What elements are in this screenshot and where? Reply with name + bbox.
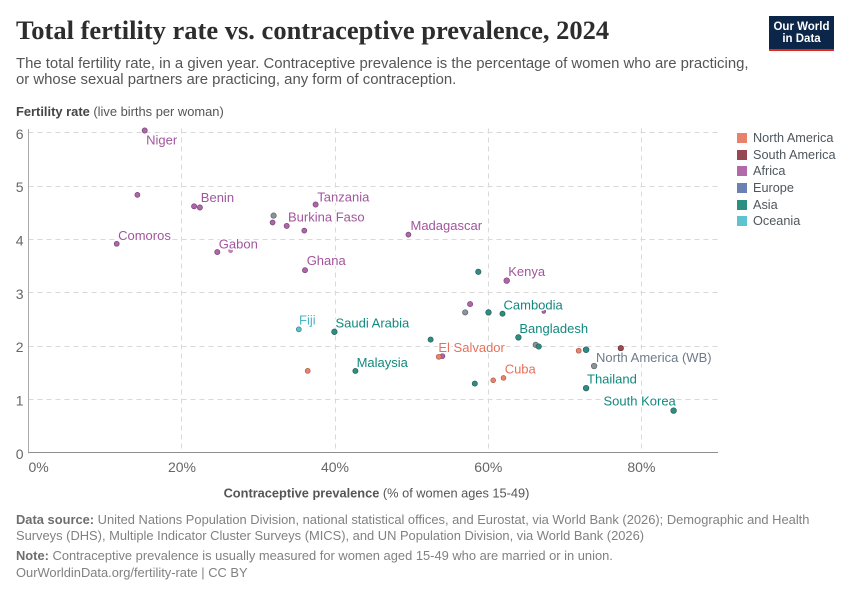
svg-text:El Salvador: El Salvador: [438, 340, 505, 355]
svg-text:0: 0: [16, 446, 24, 462]
svg-text:0%: 0%: [29, 459, 49, 475]
svg-text:1: 1: [16, 393, 24, 409]
svg-text:North America (WB): North America (WB): [596, 350, 712, 365]
svg-text:Cuba: Cuba: [505, 362, 537, 377]
svg-text:Gabon: Gabon: [219, 236, 258, 251]
svg-text:South Korea: South Korea: [604, 394, 677, 409]
svg-text:Kenya: Kenya: [508, 264, 546, 279]
svg-text:Fertility rate (live births pe: Fertility rate (live births per woman): [16, 104, 224, 119]
svg-text:Burkina Faso: Burkina Faso: [288, 210, 365, 225]
svg-text:Benin: Benin: [201, 190, 234, 205]
svg-text:20%: 20%: [168, 459, 196, 475]
svg-text:Comoros: Comoros: [118, 228, 171, 243]
svg-text:Tanzania: Tanzania: [317, 189, 370, 204]
svg-text:40%: 40%: [321, 459, 349, 475]
svg-text:Contraceptive prevalence (% of: Contraceptive prevalence (% of women age…: [224, 486, 530, 501]
svg-text:2: 2: [16, 339, 24, 355]
svg-text:Fiji: Fiji: [299, 313, 316, 328]
svg-text:Madagascar: Madagascar: [411, 218, 483, 233]
svg-text:3: 3: [16, 286, 24, 302]
svg-text:60%: 60%: [474, 459, 502, 475]
svg-text:Cambodia: Cambodia: [504, 298, 564, 313]
svg-text:Ghana: Ghana: [307, 253, 347, 268]
svg-text:Thailand: Thailand: [587, 372, 637, 387]
svg-text:Saudi Arabia: Saudi Arabia: [336, 316, 410, 331]
svg-text:Niger: Niger: [146, 133, 178, 148]
svg-text:80%: 80%: [627, 459, 655, 475]
svg-text:Malaysia: Malaysia: [357, 355, 409, 370]
svg-text:6: 6: [16, 126, 24, 142]
svg-text:Bangladesh: Bangladesh: [519, 321, 588, 336]
svg-text:4: 4: [16, 233, 24, 249]
svg-text:5: 5: [16, 179, 24, 195]
